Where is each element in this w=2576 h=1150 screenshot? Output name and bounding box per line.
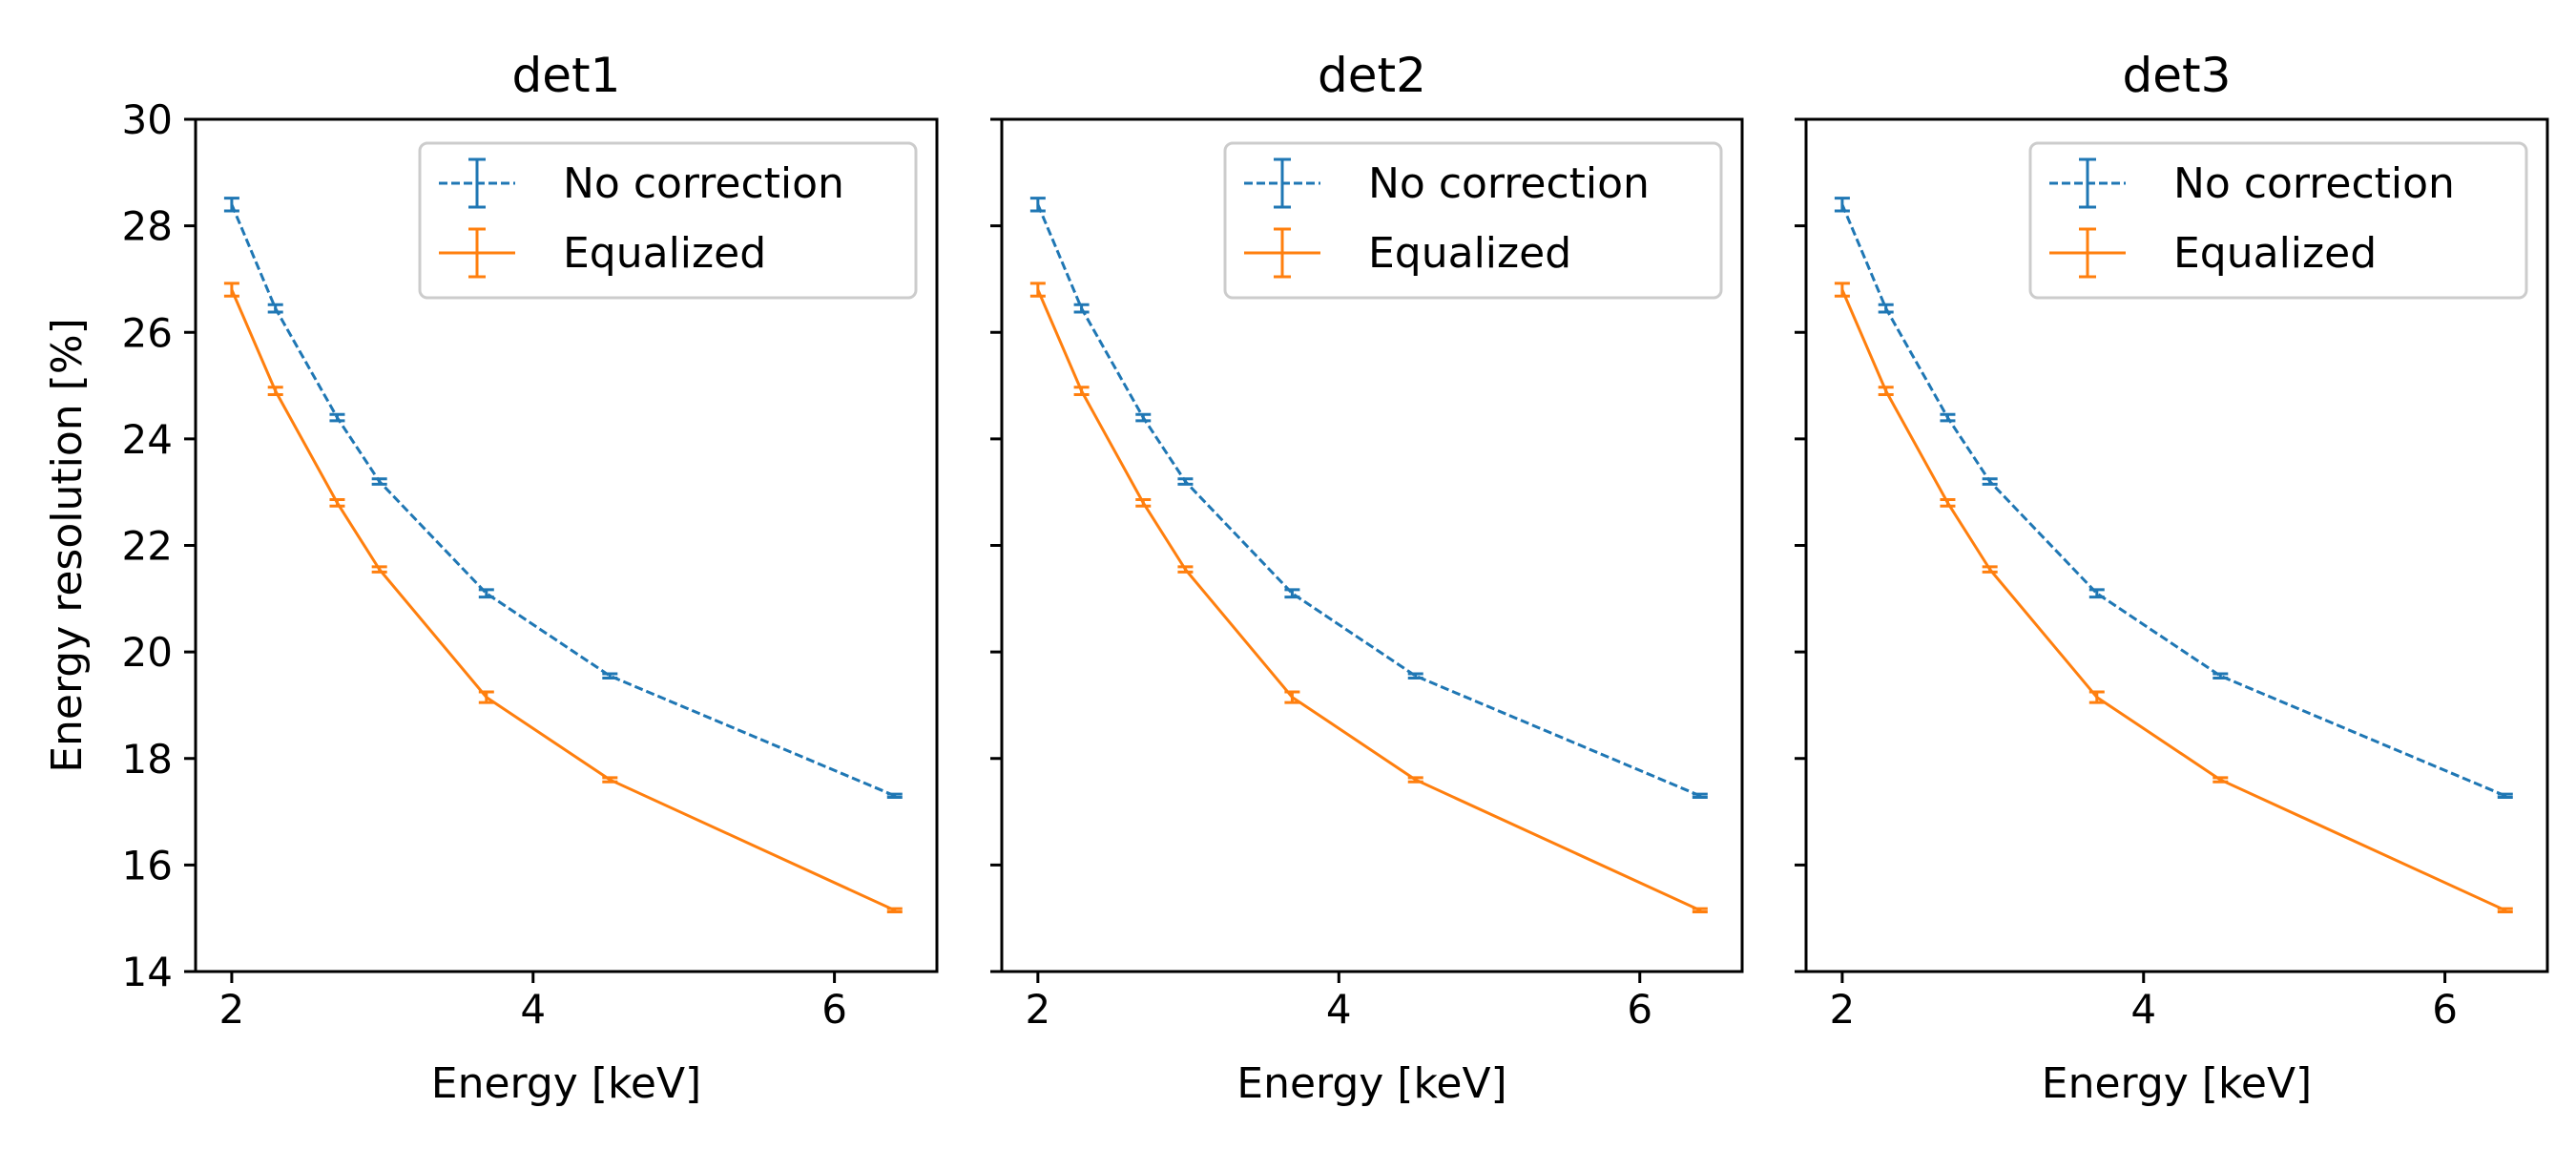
legend: No correction Equalized — [2030, 143, 2526, 298]
y-tick-label: 16 — [122, 842, 173, 889]
y-tick-label: 26 — [122, 309, 173, 356]
panel-det3: det3 2 4 6 Energy [keV] No correction Equalize… — [1795, 48, 2547, 1108]
series-equalized — [1030, 283, 1708, 912]
y-axis-label: Energy resolution [%] — [43, 318, 92, 773]
x-tick-label: 6 — [821, 986, 847, 1033]
series-line — [1038, 290, 1700, 910]
panel-title: det2 — [1318, 48, 1426, 103]
legend-label: No correction — [563, 159, 844, 208]
y-tick-label: 24 — [122, 416, 173, 463]
legend-label: No correction — [2173, 159, 2455, 208]
x-tick-label: 6 — [1627, 986, 1652, 1033]
x-axis-label: Energy [keV] — [431, 1059, 701, 1108]
x-axis-label: Energy [keV] — [1236, 1059, 1506, 1108]
legend-label: No correction — [1368, 159, 1650, 208]
y-tick-label: 28 — [122, 203, 173, 250]
x-tick-label: 2 — [1025, 986, 1050, 1033]
series-line — [1842, 290, 2505, 910]
panel-det2: det2 2 4 6 Energy [keV] No correction Equalize… — [990, 48, 1742, 1108]
x-tick-label: 2 — [219, 986, 245, 1033]
legend: No correction Equalized — [420, 143, 916, 298]
y-tick-label: 18 — [122, 736, 173, 783]
series-equalized — [1835, 283, 2513, 912]
x-tick-label: 4 — [2130, 986, 2156, 1033]
series-line — [232, 290, 895, 910]
y-tick-label: 20 — [122, 629, 173, 676]
legend-label: Equalized — [1368, 229, 1571, 278]
x-tick-label: 4 — [1326, 986, 1352, 1033]
legend: No correction Equalized — [1225, 143, 1721, 298]
x-tick-label: 6 — [2432, 986, 2458, 1033]
x-tick-label: 4 — [520, 986, 546, 1033]
panel-title: det3 — [2123, 48, 2232, 103]
x-axis-label: Energy [keV] — [2042, 1059, 2312, 1108]
legend-label: Equalized — [563, 229, 766, 278]
legend-label: Equalized — [2173, 229, 2377, 278]
y-tick-label: 22 — [122, 523, 173, 570]
x-tick-label: 2 — [1830, 986, 1856, 1033]
panel-title: det1 — [512, 48, 621, 103]
y-tick-label: 14 — [122, 949, 173, 995]
series-equalized — [224, 283, 903, 912]
y-tick-label: 30 — [122, 96, 173, 143]
